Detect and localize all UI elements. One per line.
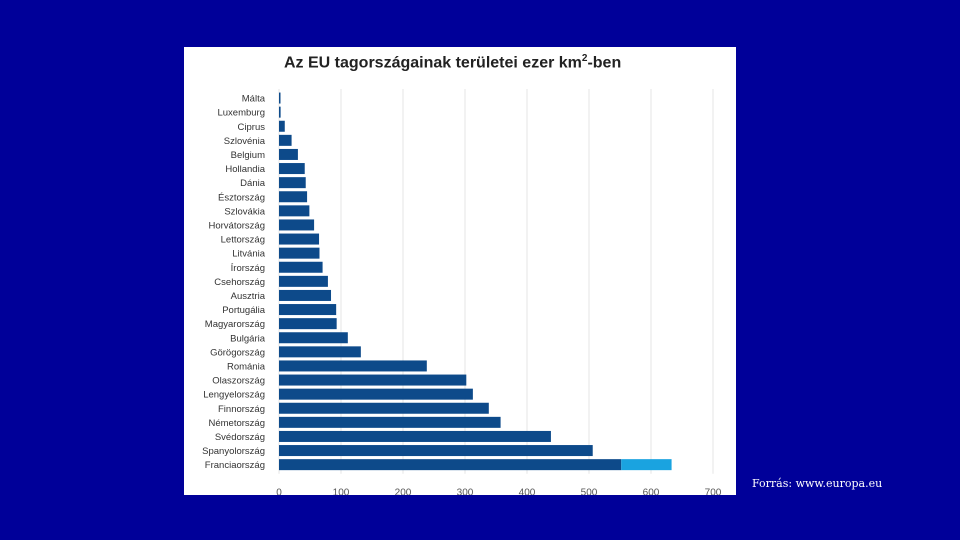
category-label: Málta <box>242 94 266 105</box>
bar <box>279 120 285 132</box>
category-label: Hollandia <box>225 164 265 175</box>
chart-title-suffix: -ben <box>587 54 622 72</box>
bar <box>279 304 337 316</box>
category-label: Lettország <box>221 235 265 246</box>
x-tick-label: 0 <box>276 488 282 495</box>
category-label: Csehország <box>214 277 265 288</box>
bar <box>279 388 473 400</box>
x-tick-label: 200 <box>395 488 412 495</box>
bar <box>279 360 427 372</box>
bar <box>279 247 320 259</box>
category-label: Ausztria <box>231 291 266 302</box>
category-label: Magyarország <box>205 319 265 330</box>
category-label: Svédország <box>215 432 265 443</box>
x-tick-label: 300 <box>457 488 474 495</box>
chart-title-text: Az EU tagországainak területei ezer km <box>284 54 582 72</box>
category-label: Lengyelország <box>203 390 265 401</box>
bar <box>279 191 308 203</box>
bar <box>279 318 337 330</box>
bar <box>279 416 501 428</box>
category-label: Görögország <box>210 347 265 358</box>
bar <box>279 219 315 231</box>
x-tick-label: 400 <box>519 488 536 495</box>
category-label: Írország <box>231 263 265 274</box>
x-tick-label: 100 <box>333 488 350 495</box>
category-label: Franciaország <box>205 460 265 471</box>
category-label: Finnország <box>218 404 265 415</box>
bar <box>279 445 593 457</box>
category-label: Luxemburg <box>217 108 265 119</box>
chart-panel: Az EU tagországainak területei ezer km2-… <box>184 47 736 495</box>
category-label: Németország <box>209 418 266 429</box>
bar <box>279 92 281 104</box>
category-label: Szlovákia <box>224 206 265 217</box>
bar-chart: 0 100 200 300 400 500 600 700 Málta Luxemburg Cipr… <box>202 89 722 495</box>
bar <box>279 163 305 175</box>
bar <box>279 374 467 386</box>
category-label: Olaszország <box>212 376 265 387</box>
bar <box>279 275 328 287</box>
bar <box>279 459 622 471</box>
x-tick-label: 600 <box>643 488 660 495</box>
category-label: Szlovénia <box>224 136 266 147</box>
category-label: Észtország <box>218 192 265 203</box>
category-label: Dánia <box>240 178 266 189</box>
bar <box>279 106 281 118</box>
bar <box>279 332 348 344</box>
category-label: Bulgária <box>230 333 266 344</box>
source-note: Forrás: www.europa.eu <box>752 477 883 490</box>
bar <box>279 134 292 146</box>
category-label: Belgium <box>231 150 265 161</box>
bar <box>279 430 551 442</box>
bar <box>279 402 489 414</box>
bar <box>279 205 310 217</box>
category-label: Horvátország <box>209 220 266 231</box>
bar <box>279 233 320 245</box>
x-tick-label: 500 <box>581 488 598 495</box>
bar <box>279 289 332 301</box>
category-label: Románia <box>227 361 266 372</box>
bar <box>279 261 323 273</box>
bar-highlight <box>621 459 672 471</box>
x-tick-label: 700 <box>705 488 722 495</box>
category-label: Portugália <box>222 305 265 316</box>
category-label: Spanyolország <box>202 446 265 457</box>
bar <box>279 346 361 358</box>
category-label: Ciprus <box>238 122 266 133</box>
bar <box>279 148 298 160</box>
bar <box>279 177 306 189</box>
chart-title: Az EU tagországainak területei ezer km2-… <box>284 53 621 72</box>
category-label: Litvánia <box>232 249 265 260</box>
chart-title-superscript: 2 <box>581 53 588 64</box>
